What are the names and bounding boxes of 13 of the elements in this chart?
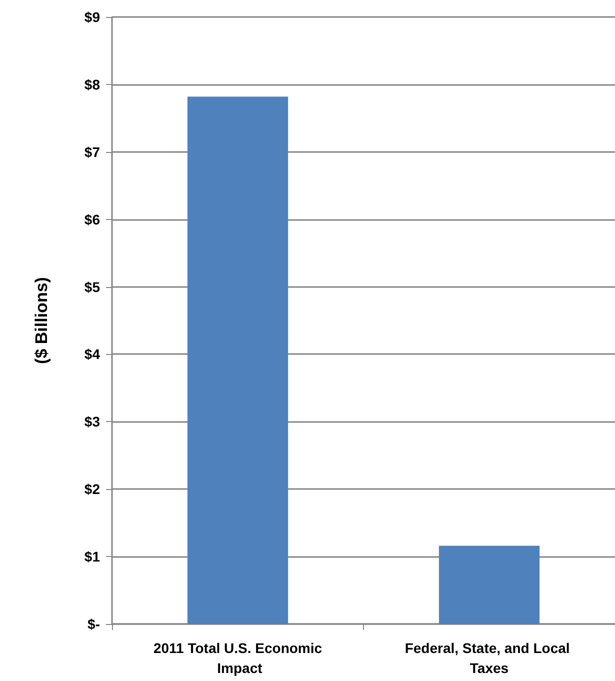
y-tick-label: $4 [84, 346, 100, 362]
y-tick-label: $7 [84, 144, 100, 160]
y-tick-label: $- [88, 616, 100, 632]
y-tick-label: $5 [84, 278, 100, 295]
x-tick-label: 2011 Total U.S. Economic Impact [153, 640, 322, 676]
y-tick-label: $9 [84, 9, 100, 25]
y-tick-label: $2 [84, 481, 100, 498]
y-axis-title: ($ Billions) [32, 277, 51, 364]
x-tick-label: Federal, State, and Local Taxes [404, 640, 574, 676]
y-tick-label: $6 [84, 211, 100, 228]
y-tick-label: $1 [84, 548, 100, 565]
y-tick-label: $3 [84, 414, 100, 430]
y-tick-label: $8 [84, 76, 100, 92]
